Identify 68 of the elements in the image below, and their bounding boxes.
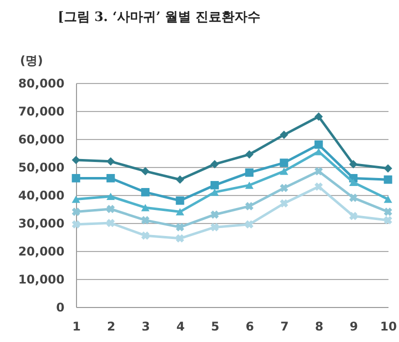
point xyxy=(210,210,219,219)
point xyxy=(384,208,392,216)
y-tick-label: 40,000 xyxy=(18,188,64,202)
x-tick-label: 5 xyxy=(210,320,220,334)
point xyxy=(245,182,254,189)
chart-title: [그림 3. ‘사마귀’ 월별 진료환자수 xyxy=(58,10,261,25)
x-tick-label: 10 xyxy=(380,320,397,334)
point xyxy=(106,174,115,182)
point xyxy=(210,181,219,190)
point xyxy=(280,199,288,208)
y-tick-label: 50,000 xyxy=(18,160,64,174)
x-tick-label: 7 xyxy=(280,320,289,334)
y-tick-label: 80,000 xyxy=(18,76,64,90)
point xyxy=(280,130,288,139)
point xyxy=(314,167,323,176)
point xyxy=(176,234,184,243)
point xyxy=(210,223,219,232)
x-tick-label: 9 xyxy=(350,320,358,334)
point xyxy=(72,174,80,182)
point xyxy=(106,192,115,200)
point xyxy=(106,218,115,228)
point xyxy=(384,196,392,203)
point xyxy=(176,175,184,184)
point xyxy=(176,223,184,232)
point xyxy=(141,216,150,224)
point xyxy=(314,112,323,121)
point xyxy=(141,167,150,176)
point xyxy=(176,208,184,216)
point xyxy=(314,140,323,149)
point xyxy=(280,158,288,167)
point xyxy=(72,220,80,229)
y-tick-label: 70,000 xyxy=(18,104,64,118)
x-tick-label: 1 xyxy=(72,320,81,334)
point xyxy=(384,164,392,173)
point xyxy=(141,188,150,196)
point xyxy=(141,231,150,240)
point xyxy=(72,196,80,203)
point xyxy=(210,188,219,196)
x-tick-label: 2 xyxy=(106,320,116,334)
point xyxy=(349,212,358,220)
point xyxy=(245,168,254,177)
y-tick-label: 0 xyxy=(56,300,64,314)
point xyxy=(349,160,358,168)
x-tick-label: 3 xyxy=(142,320,150,334)
point xyxy=(280,168,288,175)
x-tick-label: 8 xyxy=(314,320,324,334)
point xyxy=(314,182,323,191)
point xyxy=(245,220,254,229)
point xyxy=(106,204,115,214)
point xyxy=(245,202,254,210)
x-tick-label: 4 xyxy=(176,320,185,334)
point xyxy=(245,150,254,159)
y-tick-label: 60,000 xyxy=(18,132,64,146)
x-tick-label: 6 xyxy=(246,320,254,334)
y-tick-label: 30,000 xyxy=(18,216,64,230)
point xyxy=(384,175,392,184)
point xyxy=(349,194,358,202)
point xyxy=(176,196,184,205)
point xyxy=(349,178,358,186)
point xyxy=(210,160,219,168)
point xyxy=(72,156,80,164)
point xyxy=(384,216,392,224)
y-tick-label: 20,000 xyxy=(18,244,64,258)
point xyxy=(72,208,80,216)
y-tick-label: 10,000 xyxy=(18,272,64,286)
point xyxy=(141,204,150,212)
y-axis-title: (명) xyxy=(20,54,43,68)
point xyxy=(280,184,288,192)
